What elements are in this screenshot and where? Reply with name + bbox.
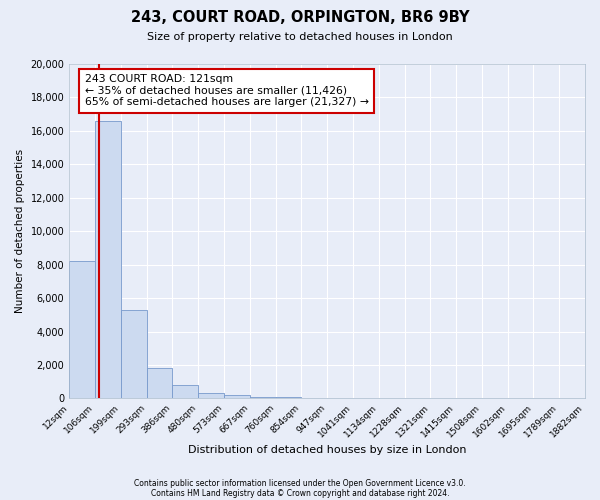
Text: Contains HM Land Registry data © Crown copyright and database right 2024.: Contains HM Land Registry data © Crown c…	[151, 488, 449, 498]
Bar	[95, 121, 121, 398]
Bar	[146, 368, 172, 398]
Bar	[121, 310, 146, 398]
Bar	[69, 262, 95, 398]
Text: Size of property relative to detached houses in London: Size of property relative to detached ho…	[147, 32, 453, 42]
Text: 243, COURT ROAD, ORPINGTON, BR6 9BY: 243, COURT ROAD, ORPINGTON, BR6 9BY	[131, 10, 469, 25]
Bar	[250, 397, 275, 398]
Text: Contains public sector information licensed under the Open Government Licence v3: Contains public sector information licen…	[134, 478, 466, 488]
X-axis label: Distribution of detached houses by size in London: Distribution of detached houses by size …	[188, 445, 466, 455]
Bar	[172, 385, 198, 398]
Y-axis label: Number of detached properties: Number of detached properties	[15, 149, 25, 314]
Bar	[224, 395, 250, 398]
Bar	[198, 392, 224, 398]
Text: 243 COURT ROAD: 121sqm
← 35% of detached houses are smaller (11,426)
65% of semi: 243 COURT ROAD: 121sqm ← 35% of detached…	[85, 74, 369, 107]
